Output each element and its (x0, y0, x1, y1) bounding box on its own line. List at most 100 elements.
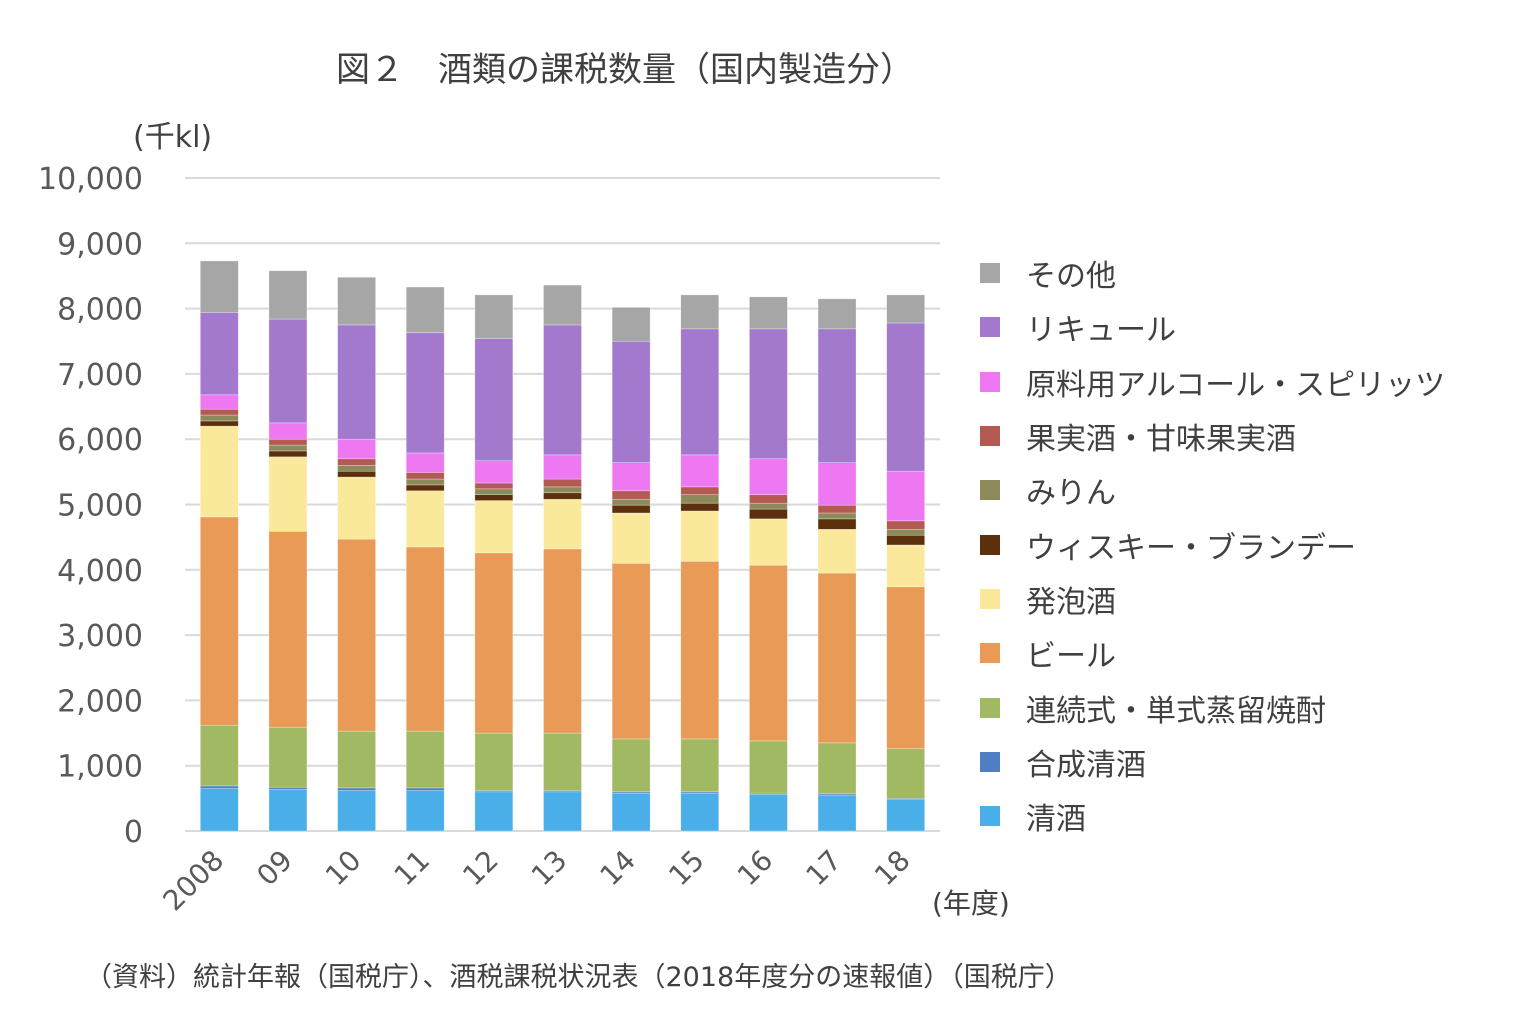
bar-segment-18-10 (886, 294, 925, 324)
legend-label: 合成清酒 (1026, 747, 1146, 783)
bar-segment-15-7 (680, 486, 720, 496)
bar-segment-14-2 (611, 738, 651, 793)
bar-segment-09-2 (268, 726, 308, 788)
legend-label: 原料用アルコール・スピリッツ (1026, 367, 1446, 403)
legend-item: 連続式・単式蒸留焼酎 (980, 680, 1445, 734)
bar-segment-09-10 (268, 270, 308, 320)
bar-segment-10-3 (337, 538, 376, 732)
bar-segment-12-7 (474, 482, 514, 490)
legend-label: その他 (1026, 259, 1116, 295)
bar-segment-10-1 (337, 787, 376, 791)
bar-segment-18-6 (886, 529, 925, 536)
legend-item: その他 (980, 246, 1445, 300)
bar-segment-10-0 (337, 790, 376, 832)
bar-segment-13-0 (543, 791, 582, 832)
bar-segment-09-5 (268, 450, 308, 458)
bar-segment-11-6 (405, 478, 445, 486)
bar-segment-15-0 (680, 792, 720, 832)
bar-segment-2008-3 (200, 516, 239, 726)
bar-segment-15-8 (680, 454, 720, 488)
bar-segment-10-7 (337, 458, 376, 466)
bar-segment-14-3 (611, 562, 651, 740)
legend-swatch (980, 643, 1000, 664)
bar-segment-12-9 (474, 338, 514, 462)
bar-segment-14-7 (611, 490, 651, 500)
bar-segment-15-6 (680, 494, 720, 504)
legend-item: 発泡酒 (980, 572, 1445, 626)
x-tick-label: 11 (388, 844, 437, 893)
bar-segment-15-2 (680, 738, 720, 793)
bar-segment-17-0 (817, 794, 857, 832)
x-tick-label: 10 (319, 844, 368, 893)
bar-segment-15-10 (680, 294, 720, 330)
bar-segment-16-2 (749, 740, 788, 794)
bar-segment-09-7 (268, 438, 308, 446)
bar-segment-13-6 (543, 486, 582, 494)
bar-segment-14-10 (611, 306, 651, 342)
x-tick-label: 13 (525, 844, 574, 893)
bar-segment-13-10 (543, 284, 582, 326)
legend-swatch (980, 588, 1000, 609)
bar-segment-10-2 (337, 730, 376, 789)
legend-swatch (980, 697, 1000, 718)
chart-title: 図２ 酒類の課税数量（国内製造分） (336, 50, 914, 90)
legend-item: ビール (980, 626, 1445, 680)
bar-segment-11-2 (405, 730, 445, 789)
bar-segment-15-3 (680, 561, 720, 740)
y-tick-label: 7,000 (57, 358, 143, 393)
y-tick-label: 8,000 (57, 293, 143, 328)
legend-label: みりん (1026, 476, 1116, 512)
x-tick-label: 16 (731, 844, 780, 893)
legend-item: 合成清酒 (980, 735, 1445, 789)
bar-segment-2008-5 (200, 420, 239, 427)
bar-segment-16-5 (749, 508, 788, 520)
legend-swatch (980, 371, 1000, 392)
bar-segment-16-0 (749, 794, 788, 832)
bar-segment-16-10 (749, 296, 788, 330)
y-axis-unit: (千kl) (133, 120, 213, 155)
bar-segment-11-5 (405, 484, 445, 492)
legend-swatch (980, 426, 1000, 447)
bar-segment-09-4 (268, 456, 308, 532)
x-tick-label: 17 (799, 844, 848, 893)
bar-segment-09-8 (268, 422, 308, 440)
legend-label: 果実酒・甘味果実酒 (1026, 422, 1296, 458)
y-tick-label: 4,000 (57, 554, 143, 589)
bar-segment-18-8 (886, 470, 925, 522)
bar-segment-17-9 (817, 328, 857, 464)
bar-segment-11-3 (405, 546, 445, 732)
bar-segment-17-3 (817, 572, 857, 744)
bar-segment-09-3 (268, 530, 308, 728)
y-tick-label: 0 (124, 815, 143, 850)
bar-segment-17-5 (817, 518, 857, 530)
bar-segment-12-8 (474, 460, 514, 484)
bar-segment-18-2 (886, 748, 925, 799)
x-tick-label: 09 (250, 844, 299, 893)
bar-segment-14-5 (611, 504, 651, 514)
bar-segment-10-5 (337, 470, 376, 478)
bar-segment-09-6 (268, 444, 308, 452)
bar-segment-17-8 (817, 462, 857, 506)
bar-segment-12-10 (474, 294, 514, 339)
bar-segment-2008-0 (200, 788, 239, 832)
bar-segment-2008-7 (200, 408, 239, 416)
x-tick-label: 18 (868, 844, 917, 893)
bar-segment-17-7 (817, 504, 857, 514)
bar-segment-14-9 (611, 340, 651, 464)
bar-segment-12-0 (474, 791, 514, 832)
y-tick-label: 6,000 (57, 423, 143, 458)
legend-swatch (980, 534, 1000, 555)
bar-segment-10-4 (337, 476, 376, 540)
legend-item: リキュール (980, 300, 1445, 354)
bar-segment-16-9 (749, 328, 788, 460)
bar-segment-2008-9 (200, 312, 239, 396)
bar-segment-15-9 (680, 328, 720, 456)
bar-segment-2008-8 (200, 394, 239, 410)
bar-segment-11-7 (405, 472, 445, 480)
bar-segment-18-5 (886, 534, 925, 546)
bar-segment-18-9 (886, 322, 925, 472)
legend-swatch (980, 480, 1000, 501)
legend-label: 発泡酒 (1026, 584, 1116, 620)
bar-segment-15-5 (680, 502, 720, 512)
bar-segment-17-4 (817, 529, 857, 574)
